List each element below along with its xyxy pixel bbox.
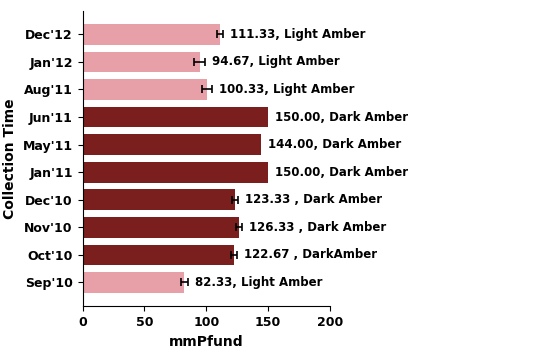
- Bar: [82, 107, 268, 127]
- Bar: [82, 134, 261, 155]
- Text: 100.33, Light Amber: 100.33, Light Amber: [218, 83, 354, 96]
- Bar: [82, 162, 268, 183]
- Text: 111.33, Light Amber: 111.33, Light Amber: [230, 28, 366, 41]
- Bar: [82, 189, 235, 210]
- Text: 122.67 , DarkAmber: 122.67 , DarkAmber: [244, 249, 377, 262]
- Text: 150.00, Dark Amber: 150.00, Dark Amber: [275, 111, 408, 124]
- Bar: [82, 24, 220, 45]
- Text: 126.33 , Dark Amber: 126.33 , Dark Amber: [249, 221, 386, 234]
- Bar: [82, 79, 207, 100]
- Y-axis label: Collection Time: Collection Time: [3, 98, 17, 219]
- Text: 82.33, Light Amber: 82.33, Light Amber: [195, 276, 322, 289]
- Text: 94.67, Light Amber: 94.67, Light Amber: [212, 55, 340, 68]
- Text: 123.33 , Dark Amber: 123.33 , Dark Amber: [245, 193, 382, 206]
- Text: 144.00, Dark Amber: 144.00, Dark Amber: [268, 138, 401, 151]
- X-axis label: mmPfund: mmPfund: [169, 334, 244, 348]
- Bar: [82, 272, 184, 293]
- Bar: [82, 217, 239, 238]
- Bar: [82, 245, 234, 265]
- Text: 150.00, Dark Amber: 150.00, Dark Amber: [275, 166, 408, 179]
- Bar: [82, 52, 200, 72]
